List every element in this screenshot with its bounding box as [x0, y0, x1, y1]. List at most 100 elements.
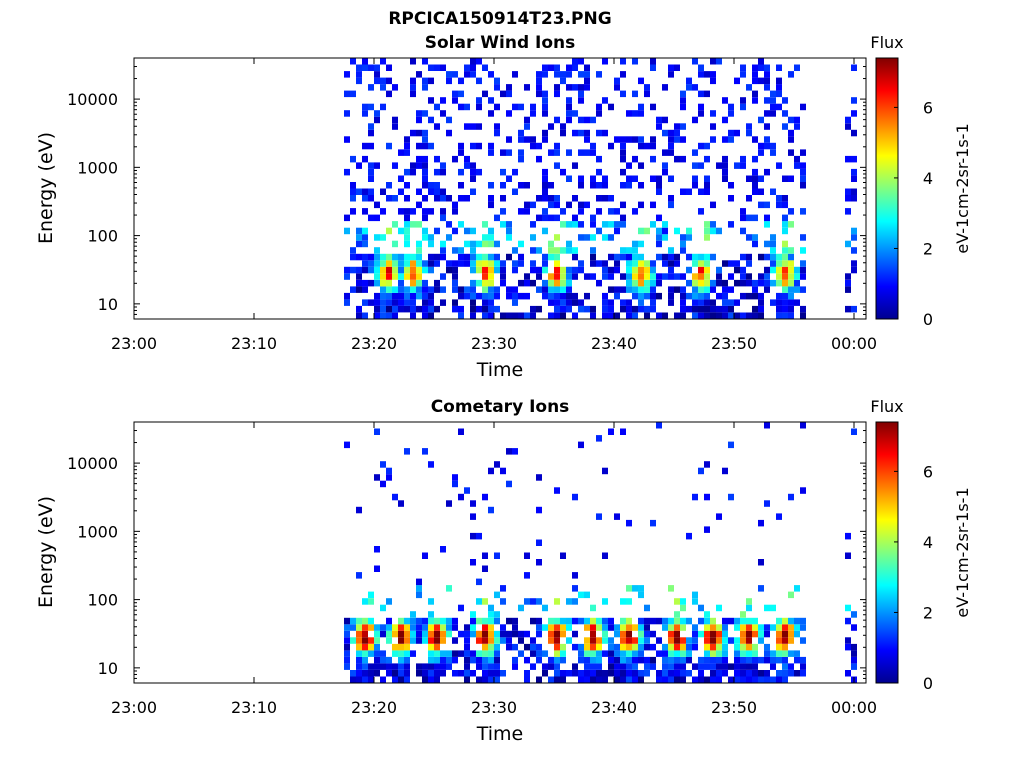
spectrogram-cell: [590, 676, 596, 683]
spectrogram-cell: [506, 643, 512, 651]
spectrogram-cell: [620, 90, 626, 98]
spectrogram-cell: [536, 90, 542, 98]
spectrogram-cell: [554, 64, 560, 71]
spectrogram-cell: [632, 650, 638, 657]
spectrogram-cell: [800, 103, 806, 111]
spectrogram-cell: [440, 286, 446, 293]
spectrogram-cell: [386, 299, 392, 306]
spectrogram-cell: [614, 630, 620, 638]
y-tick-label: 100: [87, 591, 118, 610]
spectrogram-cell: [722, 286, 728, 293]
spectrogram-cell: [464, 162, 470, 169]
spectrogram-cell: [476, 58, 482, 65]
spectrogram-cell: [632, 208, 638, 215]
spectrogram-cell: [752, 643, 758, 651]
spectrogram-cell: [398, 656, 404, 664]
spectrogram-cell: [416, 305, 422, 313]
spectrogram-cell: [644, 260, 650, 267]
spectrogram-cell: [554, 116, 560, 124]
spectrogram-cell: [554, 234, 560, 241]
colorbar-label: eV-1cm-2sr-1s-1: [953, 487, 972, 617]
spectrogram-cell: [530, 279, 536, 287]
spectrogram-cell: [404, 624, 410, 631]
spectrogram-cell: [698, 617, 704, 625]
spectrogram-cell: [620, 305, 626, 313]
spectrogram-cell: [764, 650, 770, 657]
spectrogram-cell: [524, 552, 530, 559]
spectrogram-cell: [560, 168, 566, 176]
spectrogram-cell: [368, 663, 374, 670]
spectrogram-cell: [590, 604, 596, 612]
spectrogram-cell: [386, 474, 392, 481]
spectrogram-cell: [692, 260, 698, 267]
spectrogram-cell: [704, 71, 710, 78]
x-tick-label: 23:20: [351, 334, 397, 353]
spectrogram-cell: [602, 273, 608, 280]
spectrogram-cell: [764, 422, 770, 429]
spectrogram-cell: [572, 292, 578, 300]
spectrogram-cell: [746, 656, 752, 664]
spectrogram-cell: [596, 155, 602, 163]
spectrogram-cell: [494, 656, 500, 664]
spectrogram-cell: [692, 312, 698, 319]
colorbar-tick-label: 4: [923, 169, 933, 188]
spectrogram-cell: [578, 650, 584, 657]
x-tick-label: 00:00: [831, 334, 877, 353]
spectrogram-cell: [680, 676, 686, 683]
spectrogram-cell: [434, 643, 440, 651]
spectrogram-cell: [578, 149, 584, 156]
spectrogram-cell: [584, 650, 590, 657]
spectrogram-cell: [488, 611, 494, 618]
spectrogram-cell: [422, 630, 428, 638]
spectrogram-cell: [458, 630, 464, 638]
spectrogram-cell: [722, 630, 728, 638]
spectrogram-cell: [464, 643, 470, 651]
spectrogram-cell: [488, 286, 494, 293]
spectrogram-cell: [728, 617, 734, 625]
spectrogram-cell: [440, 195, 446, 202]
spectrogram-cell: [560, 656, 566, 664]
spectrogram-cell: [590, 142, 596, 150]
spectrogram-cell: [644, 643, 650, 651]
spectrogram-cell: [356, 279, 362, 287]
spectrogram-cell: [404, 292, 410, 300]
spectrogram-cell: [398, 676, 404, 683]
spectrogram-cell: [476, 532, 482, 540]
spectrogram-cell: [506, 221, 512, 228]
spectrogram-cell: [686, 234, 692, 241]
spectrogram-cell: [746, 292, 752, 300]
spectrogram-cell: [644, 279, 650, 287]
spectrogram-cell: [596, 435, 602, 442]
spectrogram-cell: [458, 168, 464, 176]
spectrogram-cell: [608, 234, 614, 241]
spectrogram-cell: [494, 292, 500, 300]
spectrogram-cell: [851, 227, 857, 235]
spectrogram-cell: [470, 292, 476, 300]
spectrogram-cell: [374, 64, 380, 71]
spectrogram-cell: [482, 279, 488, 287]
spectrogram-cell: [398, 650, 404, 657]
spectrogram-cell: [626, 286, 632, 293]
spectrogram-cell: [398, 188, 404, 195]
spectrogram-cell: [662, 116, 668, 124]
spectrogram-cell: [560, 617, 566, 625]
spectrogram-cell: [740, 71, 746, 78]
spectrogram-cell: [728, 676, 734, 683]
spectrogram-cell: [470, 142, 476, 150]
spectrogram-cell: [578, 116, 584, 124]
spectrogram-cell: [362, 234, 368, 241]
spectrogram-cell: [734, 650, 740, 657]
spectrogram-cell: [524, 676, 530, 683]
spectrogram-cell: [788, 286, 794, 293]
spectrogram-cell: [794, 116, 800, 124]
spectrogram-cell: [434, 624, 440, 631]
spectrogram-cell: [536, 195, 542, 202]
spectrogram-cell: [638, 591, 644, 599]
spectrogram-cell: [692, 162, 698, 169]
spectrogram-cell: [386, 195, 392, 202]
spectrogram-cell: [554, 149, 560, 156]
spectrogram-cell: [356, 77, 362, 85]
spectrogram-cell: [374, 279, 380, 287]
spectrogram-cell: [740, 611, 746, 618]
spectrogram-cell: [488, 97, 494, 104]
